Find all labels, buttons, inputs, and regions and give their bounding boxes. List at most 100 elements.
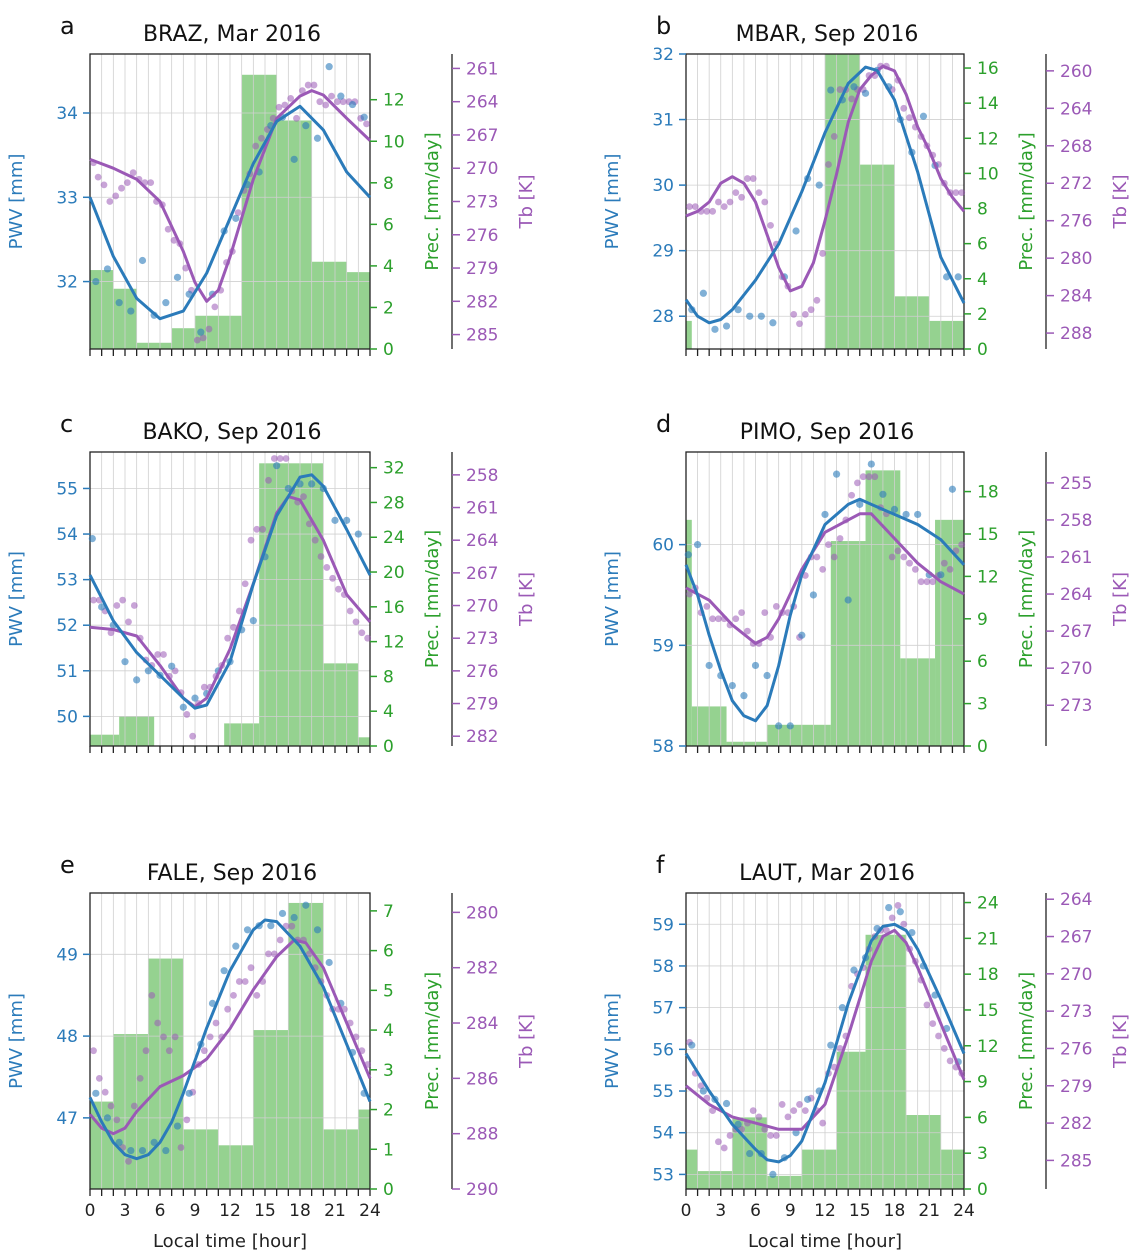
tb-point [288,922,296,930]
tb-point [335,585,342,593]
tb-point [865,473,873,481]
precip-axis-label: Prec. [mm/day] [1016,972,1037,1110]
precip-bar [113,1034,149,1189]
precip-tick-label: 6 [383,942,394,962]
tb-axis-label: Tb [K] [1110,1014,1131,1069]
pwv-point [191,694,199,702]
tb-point [958,189,966,197]
tb-point [259,525,267,533]
tb-tick-label: 267 [466,126,498,146]
panel-letter: d [656,410,671,438]
tb-point [241,580,249,588]
tb-axis-label: Tb [K] [1110,175,1131,230]
tb-tick-label: 267 [1060,622,1092,642]
pwv-point [740,692,748,700]
pwv-point [308,480,316,488]
pwv-point [769,1170,777,1179]
pwv-tick-label: 54 [652,1124,674,1144]
tb-point [183,711,191,718]
tb-point [888,553,896,561]
tb-point [825,161,832,168]
tb-point [211,303,219,311]
precip-bar [183,1129,219,1189]
pwv-point [890,505,899,513]
tb-tick-label: 267 [1060,928,1092,948]
pwv-point [92,1089,100,1097]
tb-point [854,479,861,487]
tb-fit-line [685,512,965,645]
x-tick-label: 0 [85,1201,96,1221]
pwv-point [360,113,368,121]
tb-point [130,602,138,609]
tb-point [154,651,162,658]
pwv-point [325,958,333,967]
pwv-tick-label: 55 [652,1082,674,1102]
precip-bar [136,342,172,349]
precip-bar [865,934,907,1189]
tb-point [253,991,261,999]
pwv-point [919,112,928,120]
tb-point [871,473,879,481]
panel-title: FALE, Sep 2016 [147,861,317,886]
tb-tick-label: 270 [466,159,498,179]
tb-point [200,1047,208,1055]
tb-point [715,1138,722,1146]
tb-point [726,198,734,206]
pwv-point [313,926,322,934]
tb-tick-label: 288 [466,1125,498,1145]
tb-tick-label: 290 [466,1180,498,1200]
pwv-point [948,485,957,493]
precip-tick-label: 4 [383,702,394,722]
precip-axis-label: Prec. [mm/day] [422,530,443,668]
pwv-point [757,312,765,320]
tb-point [894,902,902,909]
x-tick-label: 9 [190,1201,201,1221]
tb-point [95,1074,103,1082]
tb-point [772,1132,780,1139]
pwv-axis-label: PWV [mm] [6,993,27,1089]
panel-d: 58 59 60 PWV [mm] 0 3 6 9 12 15 18 Prec. [mm/day] 25… [602,410,1131,757]
pwv-point [173,273,182,281]
tb-point [230,623,237,631]
pwv-point [804,1095,812,1103]
pwv-point [173,1122,182,1130]
tb-tick-label: 261 [1060,548,1092,568]
tb-point [358,629,366,637]
pwv-point [127,307,135,315]
pwv-point [821,510,829,519]
tb-point [90,1047,97,1055]
pwv-point [827,86,835,94]
precip-bar [323,663,359,746]
tb-fit-line [89,495,372,709]
tb-point [287,94,295,102]
tb-point [755,1113,763,1121]
tb-tick-label: 279 [466,695,498,715]
tb-point [118,184,125,192]
pwv-tick-label: 50 [56,707,78,727]
precip-tick-label: 3 [977,1144,988,1164]
tb-point [720,1144,728,1152]
pwv-point [885,903,893,912]
tb-tick-label: 270 [1060,965,1092,985]
pwv-point [792,227,800,235]
pwv-point [809,591,818,599]
tb-point [339,98,347,106]
pwv-point [896,908,904,916]
pwv-point [728,681,736,690]
tb-point [819,565,827,573]
pwv-point [331,516,339,524]
pwv-point [115,1138,123,1146]
precip-tick-label: 10 [383,132,405,152]
tb-point [148,991,156,999]
pwv-fit-line [88,918,372,1161]
precip-tick-label: 8 [383,667,394,687]
tb-point [906,114,913,122]
tb-tick-label: 279 [1060,1077,1092,1097]
pwv-point [786,722,794,730]
tb-point [224,634,232,642]
pwv-point [850,966,858,974]
tb-point [946,1057,954,1065]
tb-point [732,189,740,197]
tb-point [90,596,97,604]
